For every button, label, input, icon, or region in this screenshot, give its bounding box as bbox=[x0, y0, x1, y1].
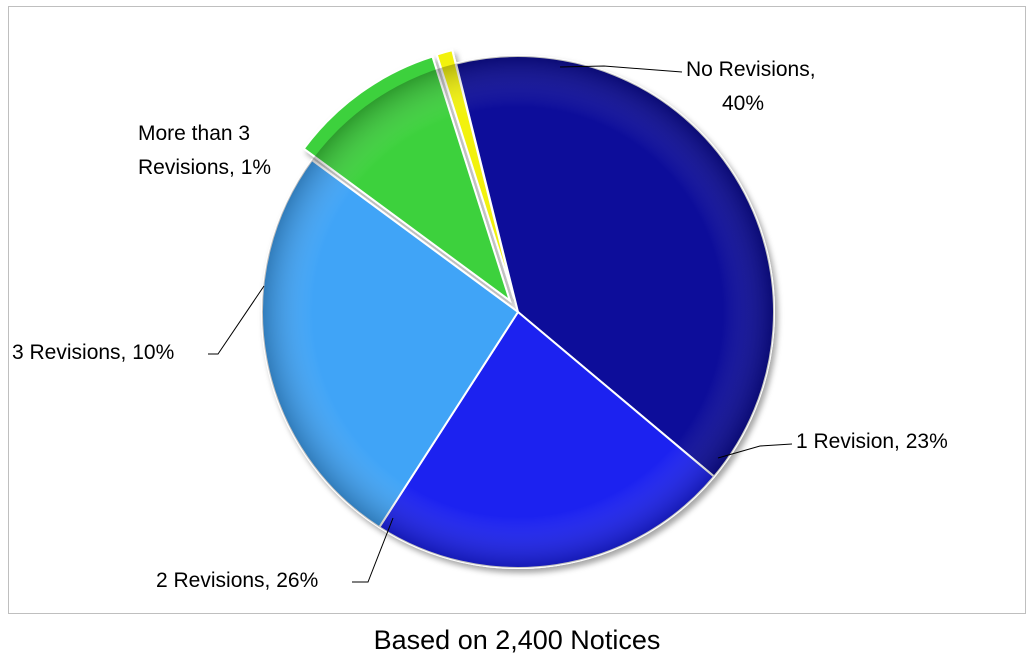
leader-line-no-revisions bbox=[559, 65, 683, 73]
pie-slices bbox=[261, 48, 775, 569]
data-label-3-revisions: 3 Revisions, 10% bbox=[12, 341, 174, 364]
data-label-more-than-3-revisions: Revisions, 1% bbox=[138, 156, 271, 179]
slice-labels: No Revisions, 40% 1 Revision, 23% 2 Revisio… bbox=[12, 58, 948, 592]
data-label-1-revision: 1 Revision, 23% bbox=[796, 430, 948, 453]
data-label-more-than-3-revisions: More than 3 bbox=[138, 122, 250, 145]
data-label-2-revisions: 2 Revisions, 26% bbox=[156, 569, 318, 592]
data-label-no-revisions: No Revisions, bbox=[686, 58, 816, 81]
pie-chart: No Revisions, 40% 1 Revision, 23% 2 Revisio… bbox=[12, 48, 948, 592]
chart-caption: Based on 2,400 Notices bbox=[373, 625, 661, 655]
data-label-no-revisions: 40% bbox=[722, 92, 764, 115]
leader-line-1-revision bbox=[717, 443, 793, 459]
leader-line-2-revisions bbox=[352, 517, 394, 583]
leader-lines bbox=[208, 65, 793, 583]
leader-line-3-revisions bbox=[208, 285, 265, 355]
